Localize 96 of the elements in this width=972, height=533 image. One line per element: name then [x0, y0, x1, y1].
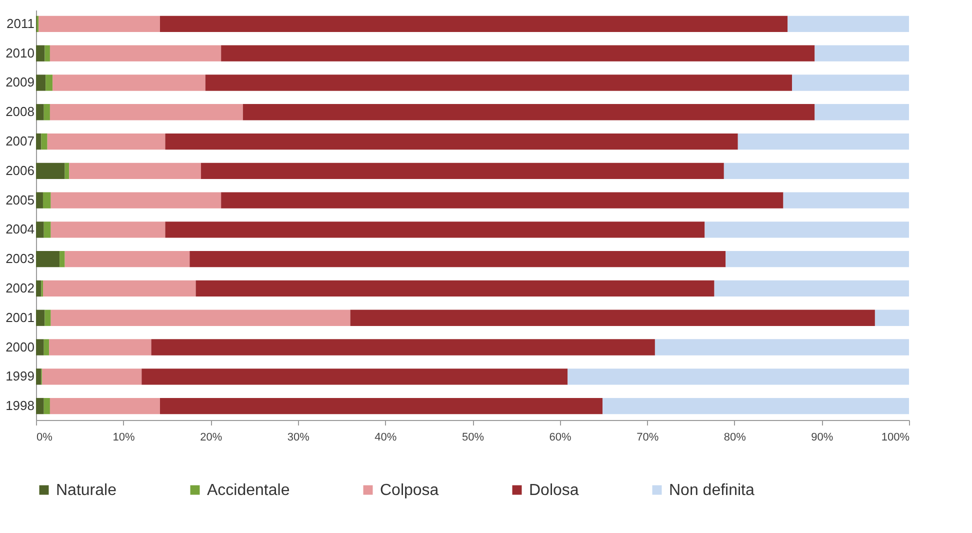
y-tick-label: 2003 — [6, 251, 34, 266]
bar — [151, 339, 655, 356]
x-tick-label: 100% — [881, 432, 910, 444]
bar — [50, 104, 243, 120]
legend-label: Non definita — [669, 482, 754, 499]
x-tick-label: 50% — [462, 432, 484, 444]
bar — [36, 162, 65, 179]
bar — [36, 104, 44, 120]
bar — [36, 133, 42, 150]
bar — [814, 45, 909, 62]
bar — [783, 192, 909, 208]
bar — [44, 222, 51, 238]
bar — [788, 16, 909, 32]
bar — [792, 74, 909, 91]
legend-label: Colposa — [380, 482, 439, 499]
bar — [165, 222, 705, 238]
bar — [44, 45, 50, 62]
bar — [160, 16, 788, 32]
bar — [196, 280, 714, 297]
y-tick-label: 2001 — [6, 310, 34, 325]
bar — [205, 74, 792, 91]
x-tick-label: 40% — [374, 432, 397, 444]
bar — [44, 104, 50, 120]
bar — [44, 398, 50, 414]
bar — [44, 310, 51, 326]
x-tick-label: 90% — [811, 432, 834, 444]
bar — [50, 45, 222, 62]
x-tick-label: 0% — [36, 432, 53, 444]
bar — [36, 251, 60, 268]
y-tick-label: 2000 — [6, 339, 34, 354]
bar — [242, 104, 815, 120]
bar — [704, 222, 909, 238]
x-tick-label: 20% — [200, 432, 222, 444]
bar — [874, 310, 909, 326]
x-tick-label: 80% — [724, 432, 746, 444]
bar — [52, 74, 206, 91]
bar — [36, 280, 42, 297]
y-tick-label: 2004 — [6, 222, 34, 237]
bar — [568, 368, 909, 385]
x-tick-label: 60% — [549, 432, 572, 444]
y-tick-label: 2007 — [6, 134, 34, 149]
bar — [36, 222, 44, 238]
y-tick-label: 2009 — [6, 74, 34, 90]
bar — [654, 339, 909, 356]
bar — [36, 368, 42, 385]
legend-label: Dolosa — [529, 482, 579, 499]
bar — [726, 251, 909, 268]
bar — [64, 162, 70, 179]
y-tick-label: 2010 — [6, 45, 34, 60]
x-tick-label: 30% — [287, 432, 310, 444]
bar — [42, 280, 196, 297]
bar — [36, 339, 44, 356]
bar — [42, 192, 51, 208]
bar — [714, 280, 909, 297]
y-tick-label: 1998 — [6, 398, 34, 414]
bar — [50, 398, 160, 414]
bar — [60, 251, 65, 268]
bar — [47, 133, 166, 150]
bar — [49, 339, 152, 356]
bar — [44, 339, 50, 356]
y-tick-label: 1999 — [6, 368, 34, 384]
bar — [36, 398, 44, 414]
bar — [160, 398, 603, 414]
bar — [142, 368, 568, 385]
x-tick-label: 70% — [636, 432, 659, 444]
y-tick-label: 2006 — [6, 162, 34, 178]
bar — [69, 162, 201, 179]
bar — [46, 74, 53, 91]
bar — [200, 162, 724, 179]
y-tick-label: 2011 — [6, 16, 34, 31]
bar — [190, 251, 726, 268]
bar — [814, 104, 909, 120]
y-tick-label: 2008 — [6, 104, 34, 120]
bar — [50, 310, 350, 326]
bar — [724, 162, 909, 179]
bar — [42, 368, 142, 385]
bar — [38, 16, 160, 32]
bar — [165, 133, 738, 150]
legend-label: Accidentale — [207, 482, 290, 499]
bar — [36, 74, 46, 91]
bar — [221, 192, 784, 208]
bar — [50, 192, 222, 208]
legend-label: Naturale — [56, 482, 117, 499]
bar — [36, 310, 45, 326]
y-tick-label: 2002 — [6, 280, 34, 296]
bar — [36, 192, 43, 208]
bar — [738, 133, 909, 150]
bar — [64, 251, 190, 268]
x-tick-label: 10% — [112, 432, 136, 444]
bar — [50, 222, 166, 238]
y-tick-label: 2005 — [6, 192, 34, 208]
bar — [221, 45, 815, 62]
bar — [602, 398, 909, 414]
bar — [350, 310, 875, 326]
bar — [41, 133, 48, 150]
bar — [36, 45, 45, 62]
